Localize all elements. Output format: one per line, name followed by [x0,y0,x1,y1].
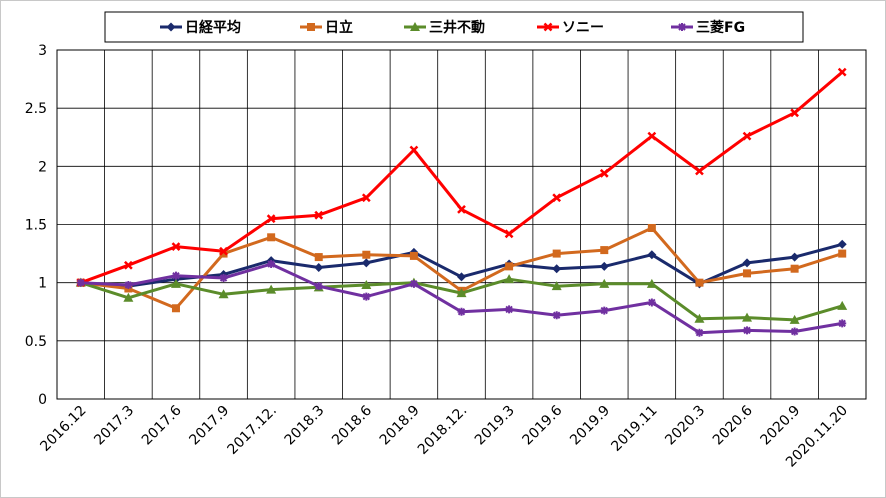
legend-marker [543,22,553,32]
y-tick-label: 3 [38,43,47,59]
legend-marker [307,23,315,31]
data-point [743,326,752,335]
data-point [505,305,514,314]
data-point [695,166,704,176]
data-point [314,263,324,273]
data-point [552,264,562,274]
data-point [599,278,610,288]
data-point [219,249,228,258]
data-point [742,258,752,268]
grid [56,49,867,400]
data-point [742,131,752,141]
data-point [170,278,181,288]
data-point [790,108,800,118]
data-point [552,193,562,203]
data-point [267,260,276,269]
legend-item: 日経平均 [160,19,241,36]
data-point [171,304,180,313]
data-point [790,264,799,273]
data-point [266,214,276,224]
data-point [409,279,418,288]
data-point [694,313,705,323]
data-point [837,300,848,310]
data-point [361,258,371,268]
data-point [552,249,561,258]
data-point [219,246,228,256]
data-point [790,252,800,262]
data-point [837,67,847,77]
data-point [76,278,85,287]
legend-label: ソニー [562,20,604,36]
data-point [314,253,323,262]
data-point [314,210,324,220]
data-point [219,274,228,283]
legend-marker [166,22,176,32]
data-point [695,328,704,337]
data-point [457,272,466,282]
data-point [837,239,847,249]
data-point [552,311,561,320]
data-point [362,250,371,259]
data-point [646,278,657,288]
data-point [551,281,562,291]
data-point [743,269,752,278]
data-point [647,250,657,260]
data-point [838,249,847,258]
legend-item: 日立 [300,19,353,36]
data-point [647,223,656,232]
data-point [599,168,609,178]
data-point [505,262,514,271]
y-tick-label: 0 [38,392,47,408]
data-point [361,193,371,203]
y-tick-label: 0.5 [25,334,47,350]
legend-item: 三菱FG [671,19,745,36]
data-point [504,274,515,284]
legend-item: ソニー [537,20,604,36]
data-point [314,282,323,291]
y-tick-label: 1 [38,276,47,292]
data-point [504,229,514,239]
data-point [457,307,466,316]
data-point [267,233,276,242]
legend-item: 三井不動 [404,19,485,36]
data-point [361,279,372,289]
data-point [838,319,847,328]
series-lines [75,67,848,337]
legend-label: 三菱FG [696,19,745,36]
data-point [409,145,419,155]
data-point [171,242,181,251]
data-point [123,260,133,270]
data-point [599,261,609,271]
series-5 [76,260,847,337]
data-point [124,280,133,289]
y-tick-label: 2 [38,159,47,175]
legend: 日経平均 日立 三井不動 ソニー 三菱FG [104,11,804,43]
data-point [409,251,418,260]
legend-label: 日経平均 [185,19,241,36]
legend-label: 日立 [325,19,353,36]
data-point [695,278,704,287]
legend-label: 三井不動 [429,19,485,36]
data-point [362,292,371,301]
data-point [742,312,753,322]
data-point [600,306,609,315]
data-point [600,246,609,255]
data-point [789,314,800,324]
data-point [647,298,656,307]
legend-marker [678,23,686,31]
data-point [647,131,657,141]
data-point [457,204,466,214]
y-tick-label: 2.5 [25,101,47,117]
data-point [790,327,799,336]
legend-marker [410,22,420,31]
data-point [123,292,134,302]
data-point [171,271,180,280]
data-point [456,288,467,298]
data-point [218,289,229,299]
y-tick-label: 1.5 [25,218,47,234]
data-point [266,284,277,294]
